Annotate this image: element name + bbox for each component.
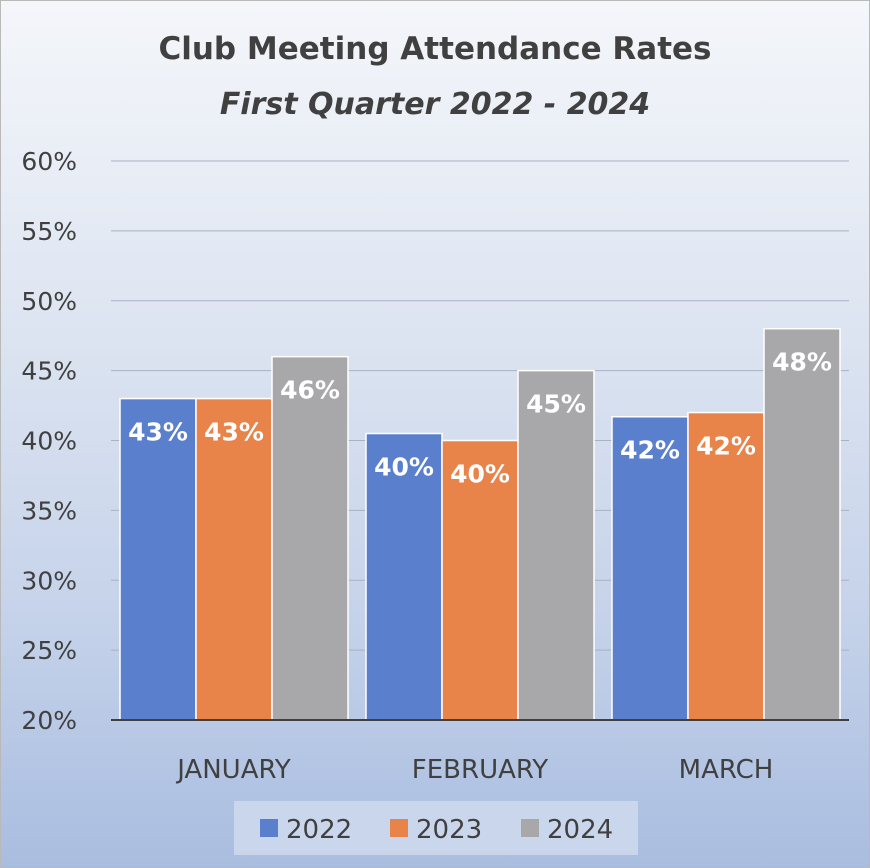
data-labels: 43% 43% 46% 40% 40% 45% 42% 42% 48% xyxy=(128,348,832,489)
x-tick-label: MARCH xyxy=(679,755,774,785)
legend-swatch-2022 xyxy=(260,819,278,837)
y-tick-label: 45% xyxy=(21,357,77,386)
y-tick-label: 60% xyxy=(21,147,77,176)
y-tick-label: 30% xyxy=(21,566,77,595)
bar-2022-january xyxy=(119,397,197,721)
data-label: 42% xyxy=(696,432,756,461)
data-label: 48% xyxy=(772,348,832,377)
legend-label: 2022 xyxy=(286,815,352,845)
legend-swatch-2023 xyxy=(390,819,408,837)
y-tick-label: 50% xyxy=(21,287,77,316)
bar-2024-january xyxy=(271,355,349,721)
data-label: 43% xyxy=(204,418,264,447)
legend-swatch-2024 xyxy=(521,819,539,837)
data-label: 45% xyxy=(526,390,586,419)
y-tick-label: 20% xyxy=(21,706,77,735)
legend-label: 2024 xyxy=(547,815,613,845)
legend: 2022 2023 2024 xyxy=(234,801,638,855)
y-tick-label: 55% xyxy=(21,217,77,246)
chart-title: Club Meeting Attendance Rates xyxy=(158,31,711,67)
bar-2024-february xyxy=(517,369,595,721)
data-label: 40% xyxy=(374,453,434,482)
bar-2023-january xyxy=(195,397,273,721)
legend-box xyxy=(234,801,638,855)
x-axis-ticks: JANUARY FEBRUARY MARCH xyxy=(175,755,773,785)
bar-2022-february xyxy=(365,432,443,721)
y-tick-label: 40% xyxy=(21,427,77,456)
data-label: 40% xyxy=(450,460,510,489)
x-tick-label: JANUARY xyxy=(175,755,291,785)
y-axis-ticks: 20% 25% 30% 35% 40% 45% 50% 55% 60% xyxy=(21,147,77,735)
y-tick-label: 35% xyxy=(21,496,77,525)
data-label: 43% xyxy=(128,418,188,447)
x-tick-label: FEBRUARY xyxy=(412,755,549,785)
bar-2024-march xyxy=(763,327,841,721)
bar-2023-february xyxy=(441,439,519,721)
y-tick-label: 25% xyxy=(21,636,77,665)
chart-subtitle: First Quarter 2022 - 2024 xyxy=(220,87,650,122)
data-label: 42% xyxy=(620,436,680,465)
data-label: 46% xyxy=(280,376,340,405)
legend-label: 2023 xyxy=(416,815,482,845)
bars xyxy=(119,327,841,721)
